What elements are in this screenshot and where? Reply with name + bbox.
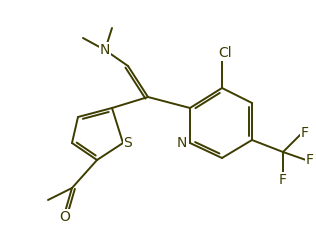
Text: Cl: Cl (218, 46, 232, 60)
Text: N: N (100, 43, 110, 57)
Text: F: F (306, 153, 314, 167)
Text: F: F (279, 173, 287, 187)
Text: F: F (301, 126, 309, 140)
Text: N: N (177, 136, 187, 150)
Text: O: O (59, 210, 70, 224)
Text: S: S (124, 136, 132, 150)
